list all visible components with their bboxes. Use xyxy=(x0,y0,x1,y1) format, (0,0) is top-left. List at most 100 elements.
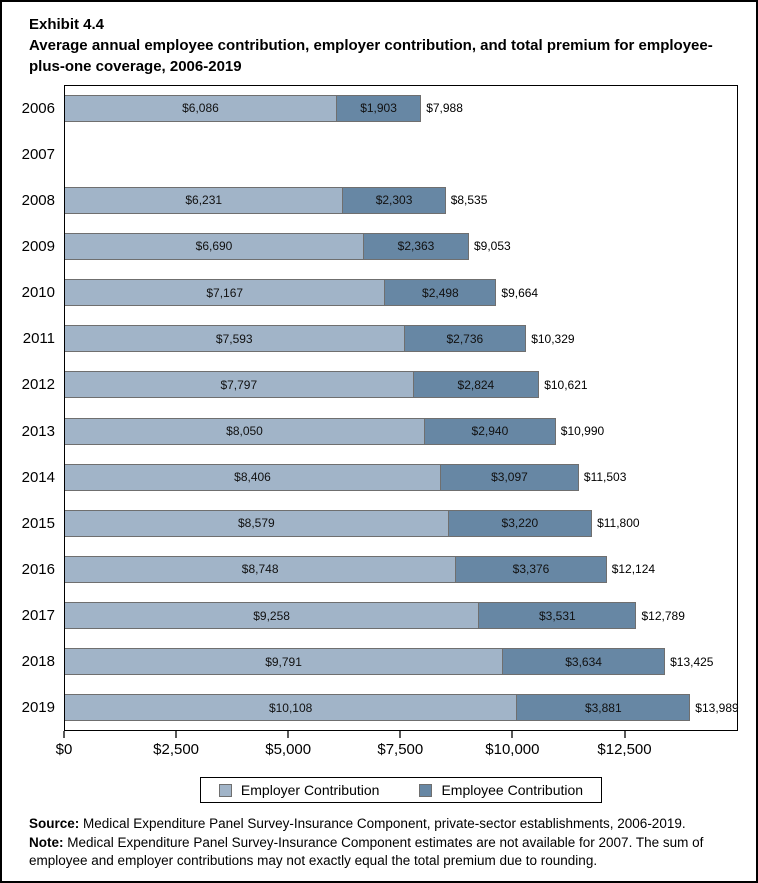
axis-tick-label: $12,500 xyxy=(597,741,652,758)
bar-segment-employer: $8,579 xyxy=(64,509,449,537)
axis-tick xyxy=(63,731,65,738)
bar-segment-employer: $9,258 xyxy=(64,602,480,630)
chart-row-2012: 2012 $7,797 $2,824 $10,621 xyxy=(2,362,756,408)
year-label: 2018 xyxy=(21,653,55,671)
bar-segment-employee: $2,303 xyxy=(342,186,446,214)
chart-title: Average annual employee contribution, em… xyxy=(29,37,713,75)
total-premium-label: $11,800 xyxy=(597,516,640,531)
chart-row-2019: 2019 $10,108 $3,881 $13,989 xyxy=(2,685,756,731)
chart-row-2006: 2006 $6,086 $1,903 $7,988 xyxy=(2,85,756,131)
year-label: 2008 xyxy=(21,191,55,209)
bar-segment-employee: $3,376 xyxy=(455,555,607,583)
total-premium-label: $7,988 xyxy=(426,101,463,116)
year-label: 2009 xyxy=(21,237,55,255)
employer-swatch-icon xyxy=(218,783,232,797)
bar-segment-employee: $3,531 xyxy=(478,602,637,630)
chart-row-2014: 2014 $8,406 $3,097 $11,503 xyxy=(2,454,756,500)
total-premium-label: $13,989 xyxy=(695,700,739,715)
year-label: 2012 xyxy=(21,376,55,394)
segment-value-label: $2,363 xyxy=(397,239,435,254)
footnotes: Source: Medical Expenditure Panel Survey… xyxy=(29,815,729,871)
exhibit-number: Exhibit 4.4 xyxy=(29,16,105,33)
bar-segment-employer: $7,593 xyxy=(64,325,405,353)
bar-segment-employee: $2,498 xyxy=(384,279,497,307)
segment-value-label: $10,108 xyxy=(268,700,313,715)
segment-value-label: $7,593 xyxy=(215,331,253,346)
bar-segment-employer: $6,086 xyxy=(64,94,337,122)
bar-segment-employer: $8,050 xyxy=(64,417,425,445)
note-label: Note: xyxy=(29,834,64,850)
bar-segment-employee: $3,220 xyxy=(447,509,593,537)
bar-segment-employee: $2,824 xyxy=(412,371,540,399)
bar-segment-employer: $7,797 xyxy=(64,371,414,399)
segment-value-label: $2,940 xyxy=(471,424,509,439)
chart-row-2017: 2017 $9,258 $3,531 $12,789 xyxy=(2,593,756,639)
title-block: Exhibit 4.4 Average annual employee cont… xyxy=(29,14,729,77)
segment-value-label: $3,531 xyxy=(538,608,576,623)
total-premium-label: $10,621 xyxy=(544,377,588,392)
bar-segment-employer: $7,167 xyxy=(64,279,386,307)
segment-value-label: $3,634 xyxy=(565,654,602,669)
year-label: 2015 xyxy=(21,514,55,532)
total-premium-label: $11,503 xyxy=(583,470,627,485)
year-label: 2016 xyxy=(21,560,55,578)
year-label: 2019 xyxy=(21,699,55,717)
total-premium-label: $9,053 xyxy=(474,239,511,254)
year-label: 2013 xyxy=(21,422,55,440)
axis-tick-label: $5,000 xyxy=(265,741,312,758)
chart-row-2010: 2010 $7,167 $2,498 $9,664 xyxy=(2,270,756,316)
segment-value-label: $6,231 xyxy=(185,193,223,208)
segment-value-label: $1,903 xyxy=(360,101,397,116)
segment-value-label: $8,406 xyxy=(234,470,271,485)
bar-segment-employee: $3,097 xyxy=(440,463,579,491)
segment-value-label: $9,258 xyxy=(253,608,290,623)
note-text: Medical Expenditure Panel Survey-Insuran… xyxy=(29,834,704,869)
chart-row-2015: 2015 $8,579 $3,220 $11,800 xyxy=(2,500,756,546)
legend-wrap: Employer Contribution Employee Contribut… xyxy=(2,777,756,803)
bar-segment-employer: $10,108 xyxy=(64,694,518,722)
source-text: Medical Expenditure Panel Survey-Insuran… xyxy=(79,816,686,831)
total-premium-label: $12,789 xyxy=(641,608,685,623)
bar-segment-employer: $9,791 xyxy=(64,648,504,676)
segment-value-label: $6,690 xyxy=(195,239,233,254)
total-premium-label: $10,990 xyxy=(560,424,605,439)
total-premium-label: $10,329 xyxy=(531,331,575,346)
legend: Employer Contribution Employee Contribut… xyxy=(199,777,603,803)
segment-value-label: $9,791 xyxy=(265,654,302,669)
bar-segment-employer: $8,748 xyxy=(64,555,457,583)
bar-segment-employee: $3,634 xyxy=(502,648,666,676)
chart-rows: 2006 $6,086 $1,903 $7,988 2007 2008 $6,231 $2,3… xyxy=(2,85,756,731)
year-label: 2010 xyxy=(21,284,55,302)
segment-value-label: $2,498 xyxy=(422,285,459,300)
axis-tick-label: $10,000 xyxy=(485,741,540,758)
chart-row-2009: 2009 $6,690 $2,363 $9,053 xyxy=(2,223,756,269)
segment-value-label: $7,797 xyxy=(220,377,258,392)
legend-label-employee: Employee Contribution xyxy=(441,782,584,798)
bar-segment-employer: $6,231 xyxy=(64,186,344,214)
segment-value-label: $7,167 xyxy=(206,285,244,300)
axis-tick-label: $7,500 xyxy=(377,741,424,758)
segment-value-label: $2,303 xyxy=(375,193,413,208)
chart-row-2016: 2016 $8,748 $3,376 $12,124 xyxy=(2,546,756,592)
year-label: 2014 xyxy=(21,468,55,486)
segment-value-label: $2,824 xyxy=(457,377,495,392)
bar-segment-employee: $1,903 xyxy=(335,94,422,122)
total-premium-label: $8,535 xyxy=(450,193,488,208)
bar-segment-employee: $2,736 xyxy=(403,325,527,353)
year-label: 2011 xyxy=(22,330,55,348)
segment-value-label: $8,050 xyxy=(226,424,263,439)
axis-tick xyxy=(511,731,514,738)
bar-segment-employee: $2,940 xyxy=(424,417,556,445)
axis-tick xyxy=(287,731,290,738)
segment-value-label: $2,736 xyxy=(446,331,484,346)
chart-row-2018: 2018 $9,791 $3,634 $13,425 xyxy=(2,639,756,685)
segment-value-label: $3,376 xyxy=(512,562,550,577)
chart-row-2007: 2007 xyxy=(2,131,756,177)
segment-value-label: $3,097 xyxy=(491,470,528,485)
year-label: 2006 xyxy=(21,99,55,117)
axis-tick-label: $2,500 xyxy=(153,741,200,758)
axis-tick xyxy=(175,731,178,738)
axis-tick xyxy=(623,731,626,738)
chart-row-2008: 2008 $6,231 $2,303 $8,535 xyxy=(2,177,756,223)
